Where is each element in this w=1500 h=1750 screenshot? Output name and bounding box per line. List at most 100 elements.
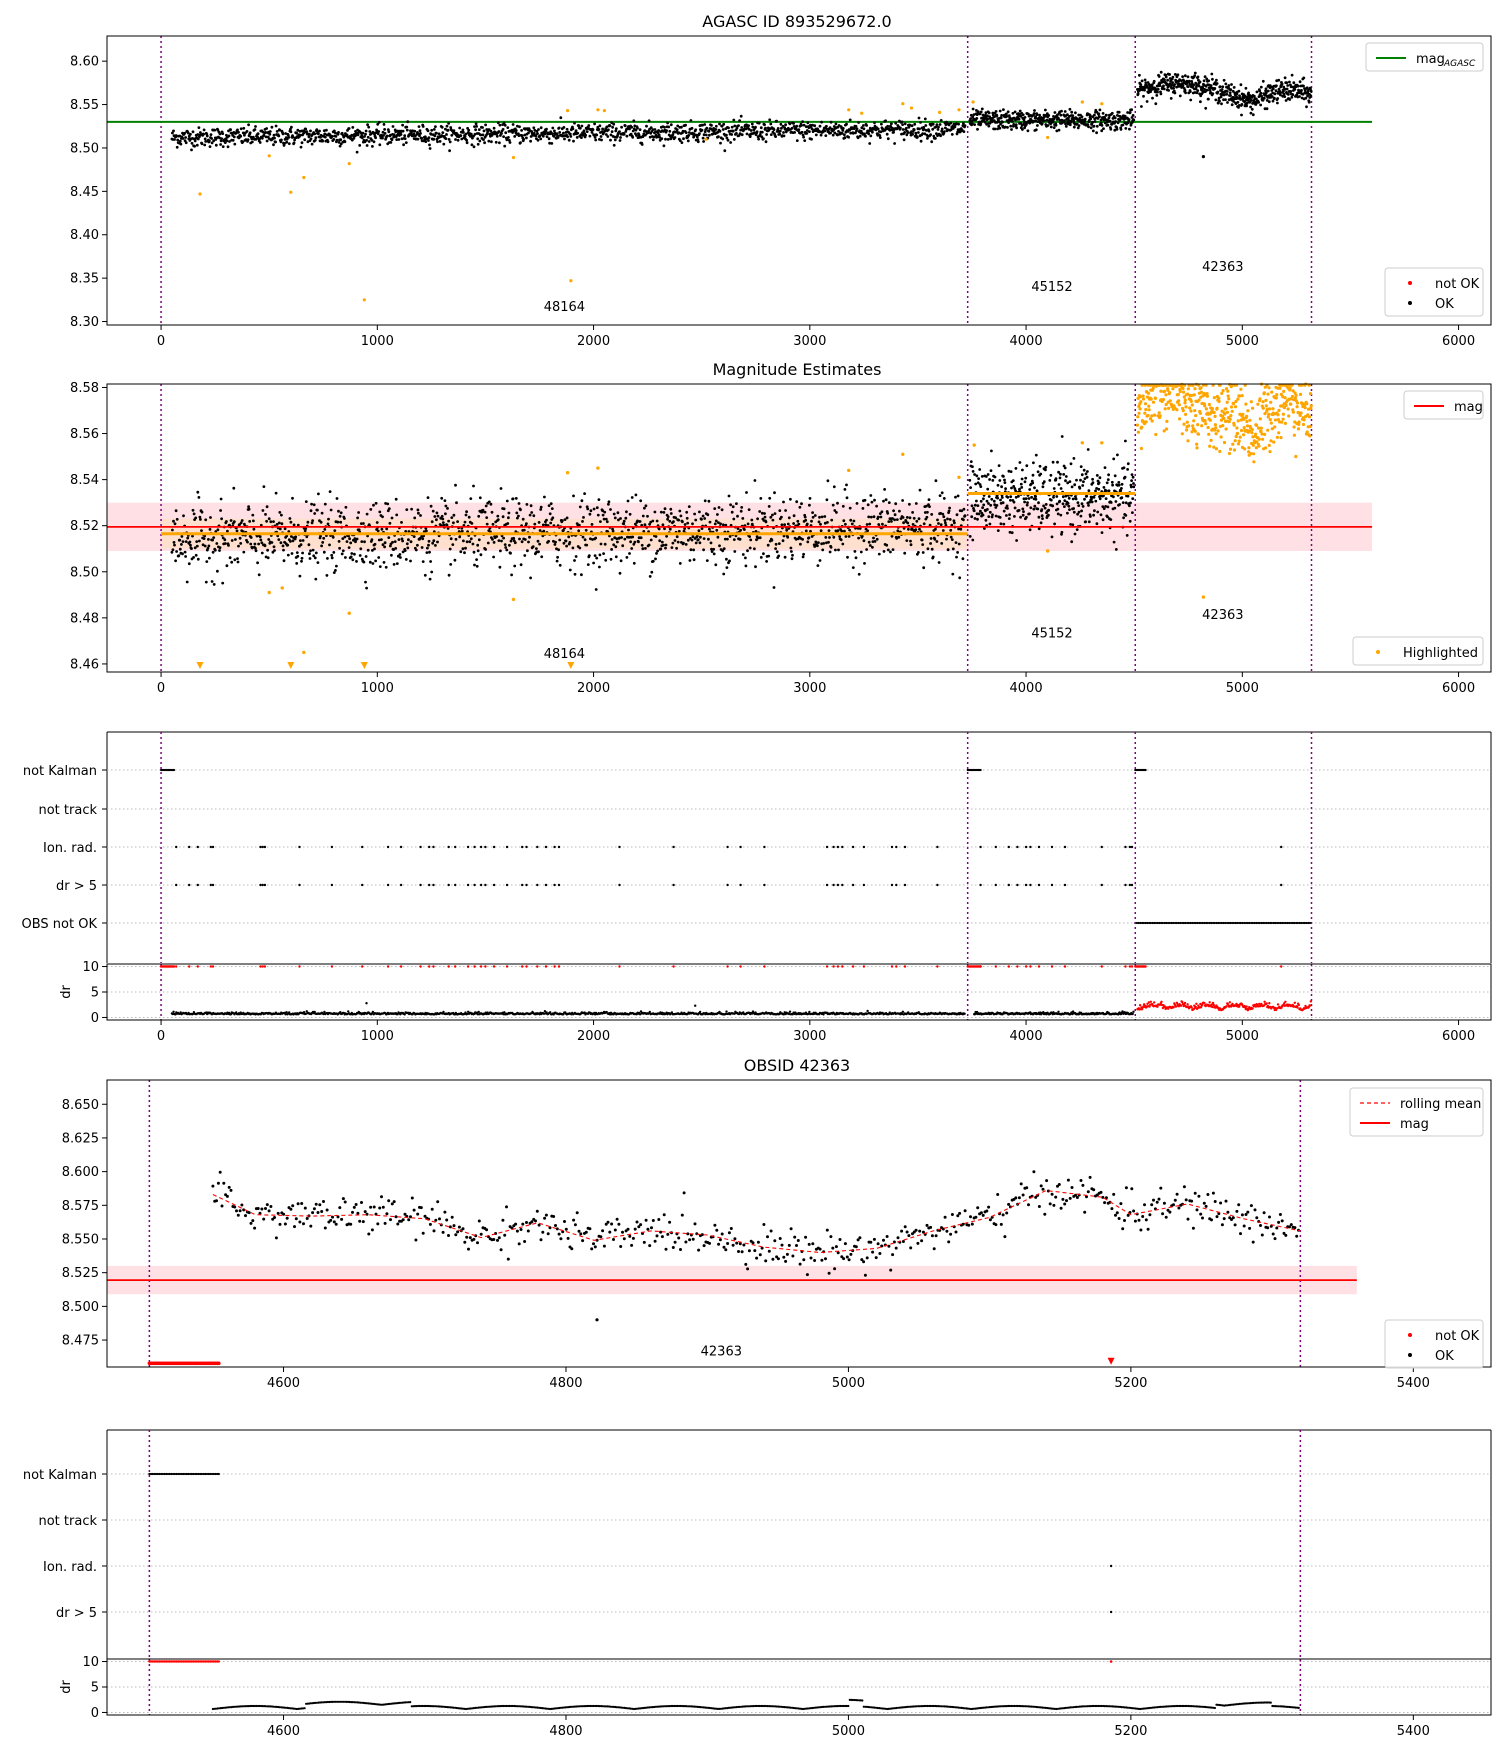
highlighted-point: [1275, 435, 1279, 439]
ok-point: [1259, 103, 1262, 107]
ok-point: [827, 529, 831, 532]
ok-point: [911, 132, 914, 136]
ok-point: [721, 128, 725, 131]
ok-point: [347, 534, 350, 538]
ok-point: [594, 536, 598, 540]
highlighted-point: [1220, 391, 1224, 395]
ok-point: [574, 129, 578, 133]
highlighted-point: [1201, 394, 1205, 398]
ok-point: [1040, 508, 1044, 512]
ok-point: [694, 128, 698, 132]
ok-point: [1225, 90, 1229, 93]
ok-point: [206, 546, 210, 550]
ok-point: [209, 133, 213, 137]
ok-point: [321, 541, 325, 544]
ok-point: [303, 138, 307, 142]
highlighted-point: [1175, 408, 1179, 412]
ok-point: [337, 540, 341, 543]
ok-point: [1255, 90, 1259, 94]
ok-point: [186, 536, 190, 540]
ok-point: [1022, 122, 1025, 126]
ok-point: [218, 132, 222, 136]
ok-point: [937, 522, 940, 525]
ok-point: [514, 497, 518, 500]
ok-point: [299, 539, 302, 542]
ok-point: [1162, 84, 1165, 88]
ok-point: [395, 513, 399, 517]
ok-point: [223, 141, 227, 145]
ok-point: [1302, 84, 1305, 88]
ok-point: [778, 132, 782, 136]
ok-point: [512, 536, 516, 540]
ok-point: [1052, 126, 1056, 129]
ok-point: [759, 556, 763, 559]
ok-point: [371, 562, 375, 565]
ok-point: [612, 512, 616, 516]
highlighted-point: [1294, 393, 1298, 397]
ok-point: [196, 557, 200, 561]
ok-point: [339, 142, 343, 146]
ok-point: [802, 135, 805, 139]
ok-point: [654, 557, 657, 561]
ok-point: [464, 513, 468, 517]
ok-point: [353, 552, 356, 556]
ok-point: [1171, 81, 1174, 84]
ok-point: [949, 528, 953, 532]
ok-point: [676, 124, 680, 128]
ok-point: [1017, 509, 1021, 512]
ok-point: [574, 555, 578, 558]
ok-point: [421, 537, 425, 541]
ok-point: [497, 130, 501, 133]
ok-point: [934, 125, 938, 129]
ok-point: [1126, 468, 1129, 471]
ok-point: [175, 134, 179, 138]
ok-point: [714, 124, 718, 128]
ok-point: [272, 520, 275, 523]
ok-point: [901, 123, 904, 126]
ok-point: [716, 535, 720, 539]
ok-point: [722, 122, 726, 126]
ok-point: [1201, 155, 1205, 159]
ok-point: [1018, 487, 1021, 491]
ok-point: [489, 502, 493, 506]
highlighted-point: [1165, 419, 1169, 423]
ok-point: [347, 127, 351, 130]
ok-point: [1055, 129, 1059, 133]
ok-point: [738, 132, 742, 136]
ok-point: [800, 124, 803, 127]
ok-point: [364, 132, 367, 136]
ok-point: [604, 558, 608, 562]
ok-point: [987, 515, 991, 518]
obsid-label: 42363: [1202, 260, 1243, 275]
ok-point: [662, 144, 666, 148]
highlighted-point: [1157, 411, 1161, 415]
ok-point: [869, 494, 873, 497]
ok-point: [1183, 88, 1187, 92]
ok-point: [803, 515, 807, 519]
ok-point: [969, 486, 972, 489]
ok-point: [406, 546, 410, 550]
ok-point: [636, 126, 639, 130]
ok-point: [1199, 100, 1202, 104]
ok-point: [778, 129, 782, 133]
ok-point: [1083, 117, 1087, 121]
ok-point: [695, 135, 699, 139]
ok-point: [712, 547, 716, 551]
ok-point: [1087, 125, 1090, 129]
ok-point: [482, 129, 486, 133]
ok-point: [982, 503, 986, 507]
ok-point: [442, 142, 446, 146]
ok-point: [643, 506, 646, 510]
ok-point: [1095, 124, 1099, 128]
ok-point: [1058, 476, 1062, 480]
highlighted-point: [1289, 402, 1293, 406]
highlighted-point: [1193, 429, 1197, 433]
ok-point: [814, 540, 818, 544]
ok-point: [250, 140, 254, 144]
ok-point: [291, 539, 295, 543]
ok-point: [253, 542, 257, 546]
ok-point: [470, 522, 474, 525]
ok-point: [1057, 128, 1061, 132]
ok-point: [623, 537, 627, 541]
ok-point: [211, 550, 215, 554]
